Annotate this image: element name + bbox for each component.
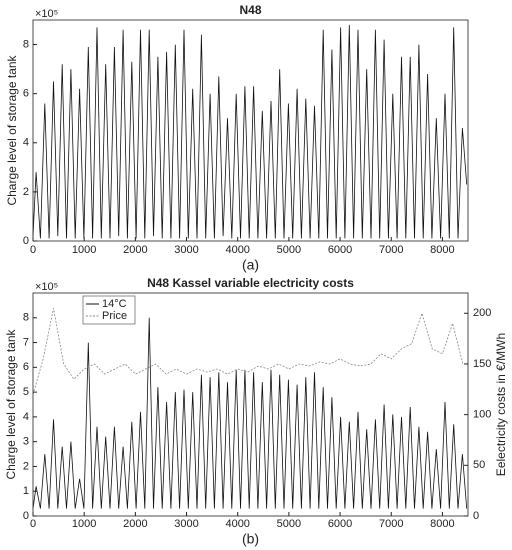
- y-tick-label: 4: [23, 411, 29, 423]
- x-tick-label: 6000: [328, 244, 352, 256]
- x-tick-label: 8000: [430, 518, 454, 530]
- y-axis-label: Charge level of storage tank: [4, 328, 18, 479]
- y-tick-label: 0: [23, 510, 29, 522]
- y2-tick-label: 150: [473, 358, 491, 370]
- y-tick-label: 3: [23, 436, 29, 448]
- y-tick-label: 6: [23, 88, 29, 100]
- legend-label: Price: [102, 310, 127, 322]
- y-tick-label: 8: [23, 38, 29, 50]
- x-tick-label: 2000: [123, 244, 147, 256]
- y2-tick-label: 200: [473, 307, 491, 319]
- x-tick-label: 2000: [123, 518, 147, 530]
- series-line: [32, 317, 468, 509]
- x-tick-label: 0: [30, 244, 36, 256]
- x-tick-label: 1000: [72, 244, 96, 256]
- y-tick-label: 6: [23, 361, 29, 373]
- y-tick-label: 0: [23, 235, 29, 247]
- y2-axis-label: Eelectricity costs in €/MWh: [494, 333, 508, 476]
- chart-title: N48 Kassel variable electricity costs: [147, 276, 354, 290]
- chart-title: N48: [239, 3, 261, 17]
- caption: (b): [242, 531, 259, 547]
- y-axis-label: Charge level of storage tank: [5, 54, 19, 205]
- y2-tick-label: 0: [473, 510, 479, 522]
- x-tick-label: 1000: [72, 518, 96, 530]
- x-tick-label: 5000: [277, 518, 301, 530]
- y2-tick-label: 100: [473, 409, 491, 421]
- y-scale-label: ×10⁵: [35, 281, 58, 293]
- y-scale-label: ×10⁵: [35, 8, 58, 20]
- x-tick-label: 3000: [174, 518, 198, 530]
- legend-label: 14°C: [102, 298, 127, 310]
- x-tick-label: 4000: [225, 518, 249, 530]
- legend-box: [82, 295, 136, 325]
- x-tick-label: 4000: [225, 244, 249, 256]
- series-line: [32, 308, 464, 395]
- x-tick-label: 0: [30, 518, 36, 530]
- y-tick-label: 5: [23, 386, 29, 398]
- series-line: [32, 24, 468, 239]
- x-tick-label: 5000: [277, 244, 301, 256]
- y2-tick-label: 50: [473, 459, 485, 471]
- y-tick-label: 7: [23, 336, 29, 348]
- caption: (a): [242, 257, 259, 273]
- x-tick-label: 7000: [379, 244, 403, 256]
- y-tick-label: 1: [23, 485, 29, 497]
- y-tick-label: 8: [23, 312, 29, 324]
- y-tick-label: 2: [23, 186, 29, 198]
- y-tick-label: 2: [23, 460, 29, 472]
- y-tick-label: 4: [23, 137, 29, 149]
- plot-frame: [32, 19, 469, 242]
- plot-frame: [32, 292, 469, 517]
- x-tick-label: 7000: [379, 518, 403, 530]
- x-tick-label: 3000: [174, 244, 198, 256]
- x-tick-label: 8000: [430, 244, 454, 256]
- x-tick-label: 6000: [328, 518, 352, 530]
